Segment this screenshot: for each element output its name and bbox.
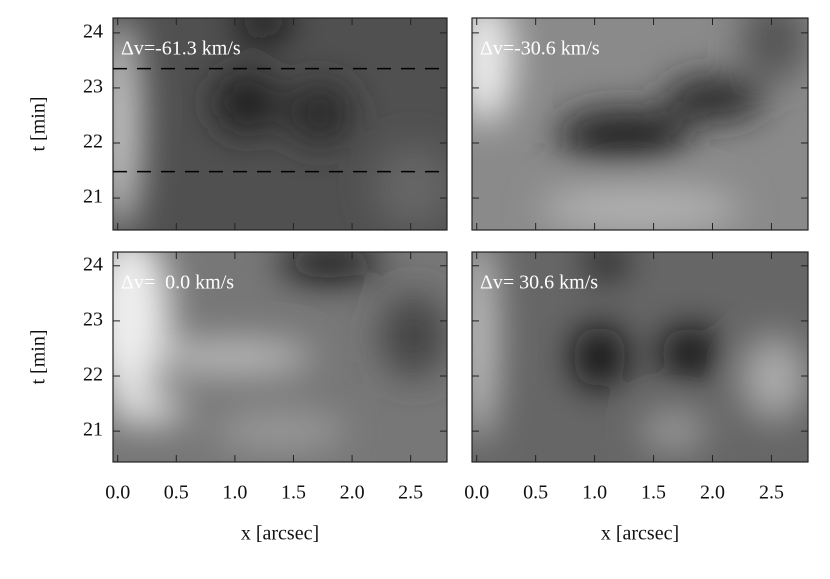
image-blob	[472, 18, 513, 124]
image-blob	[213, 409, 347, 452]
image-blob	[572, 325, 627, 389]
y-tick-label: 24	[83, 20, 103, 42]
image-texture	[472, 252, 808, 452]
image-panel	[472, 18, 808, 230]
image-blob	[740, 18, 808, 82]
plot-frame	[112, 251, 448, 463]
x-tick-label: 0.5	[523, 482, 548, 504]
x-tick-label: 2.0	[340, 482, 365, 504]
y-tick-label: 21	[83, 186, 103, 208]
plot-frame	[112, 17, 448, 231]
plot-frame	[471, 251, 809, 463]
image-blob	[740, 336, 808, 420]
y-tick-label: 22	[83, 131, 103, 153]
annotation: Δv= 0.0 km/s	[121, 272, 234, 294]
image-blob	[380, 294, 447, 378]
y-tick-label: 22	[83, 364, 103, 386]
image-blob	[286, 81, 354, 146]
y-tick-label: 23	[83, 308, 103, 330]
image-panel	[472, 252, 808, 462]
image-blob	[539, 183, 741, 230]
image-blob	[586, 252, 627, 276]
x-tick-label: 1.0	[582, 482, 607, 504]
image-blob	[660, 327, 721, 378]
y-tick-label: 21	[83, 419, 103, 441]
annotation: Δv=-30.6 km/s	[480, 38, 600, 60]
y-tick-label: 24	[83, 253, 103, 275]
image-blob	[146, 340, 314, 374]
image-blob	[373, 145, 447, 230]
x-tick-label: 1.0	[222, 482, 247, 504]
x-tick-label: 0.0	[105, 482, 130, 504]
x-tick-label: 2.5	[398, 482, 423, 504]
x-axis-label: x [arcsec]	[241, 523, 319, 545]
image-texture	[113, 252, 447, 452]
image-blob	[556, 109, 691, 161]
image-texture	[472, 18, 808, 230]
image-blob	[472, 252, 496, 441]
x-tick-label: 1.5	[641, 482, 666, 504]
x-axis-label: x [arcsec]	[601, 523, 679, 545]
y-axis-label: t [min]	[28, 330, 50, 385]
image-blob	[113, 18, 140, 230]
image-blob	[113, 396, 187, 423]
image-blob	[640, 409, 708, 452]
x-tick-label: 2.5	[759, 482, 784, 504]
image-texture	[113, 18, 447, 230]
image-blob	[663, 77, 765, 120]
plot-frame	[471, 17, 809, 231]
image-blob	[236, 18, 291, 40]
x-tick-label: 1.5	[281, 482, 306, 504]
image-panel	[113, 252, 447, 462]
image-blob	[280, 252, 381, 280]
y-tick-label: 23	[83, 76, 103, 98]
y-axis-label: t [min]	[28, 97, 50, 152]
image-blob	[213, 71, 280, 135]
image-panel	[113, 18, 447, 230]
x-tick-label: 2.0	[700, 482, 725, 504]
x-tick-label: 0.0	[464, 482, 489, 504]
annotation: Δv= 30.6 km/s	[480, 272, 598, 294]
annotation: Δv=-61.3 km/s	[121, 38, 241, 60]
x-tick-label: 0.5	[164, 482, 189, 504]
